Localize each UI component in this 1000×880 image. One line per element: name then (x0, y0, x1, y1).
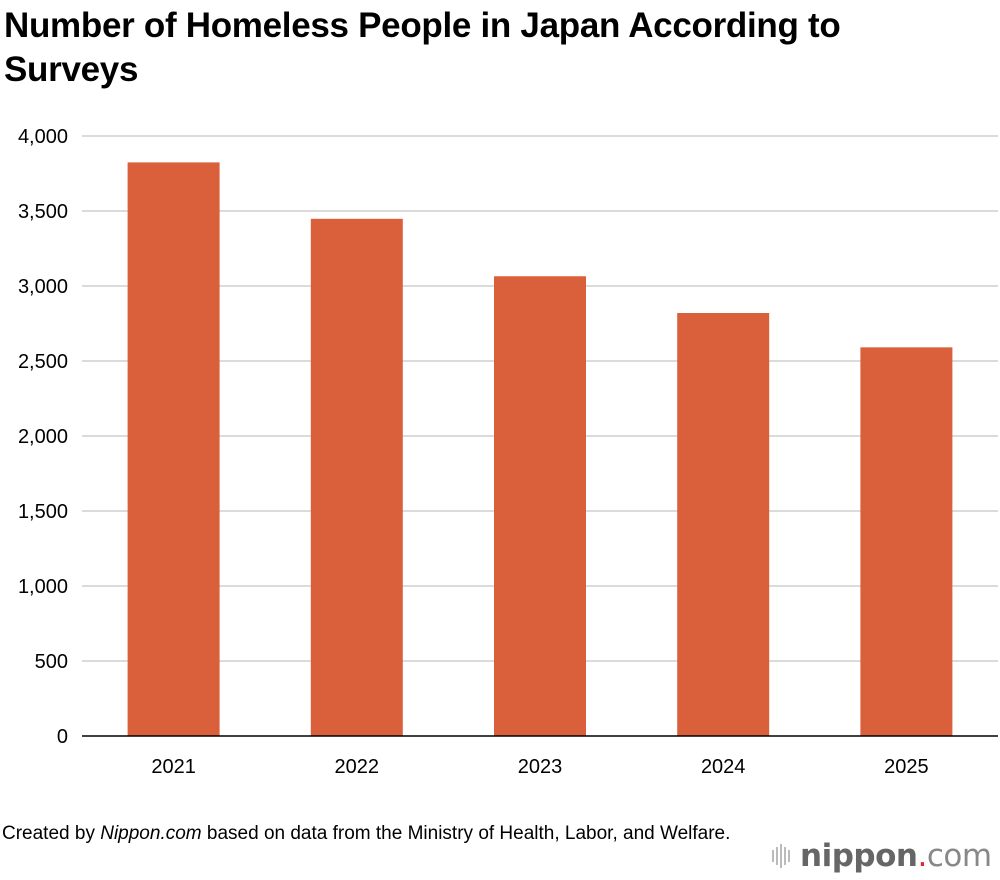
y-tick-label: 2,500 (18, 351, 68, 373)
y-tick-label: 3,000 (18, 276, 68, 298)
bar-2023 (494, 276, 586, 736)
sound-wave-icon (772, 844, 790, 868)
bar-2022 (310, 218, 403, 737)
logo-wordmark: nippon.com (800, 838, 992, 874)
y-tick-label: 2,000 (18, 426, 68, 448)
source-suffix: based on data from the Ministry of Healt… (201, 823, 731, 844)
bars (127, 162, 953, 737)
x-tick-label: 2021 (151, 756, 196, 778)
source-name: Nippon.com (100, 823, 202, 844)
x-tick-label: 2022 (335, 756, 380, 778)
x-axis-ticks: 2021 2022 2023 2024 2025 (151, 756, 928, 778)
y-tick-label: 500 (35, 651, 68, 673)
y-tick-label: 1,000 (18, 576, 68, 598)
bar-2021 (127, 162, 220, 736)
y-tick-label: 1,500 (18, 501, 68, 523)
y-axis-ticks: 0 500 1,000 1,500 2,000 2,500 3,000 3,500 4,000 (18, 126, 68, 748)
y-tick-label: 4,000 (18, 126, 68, 148)
chart-title: Number of Homeless People in Japan Accor… (4, 6, 841, 89)
x-tick-label: 2025 (884, 756, 929, 778)
y-tick-label: 0 (57, 726, 68, 748)
x-tick-label: 2023 (518, 756, 563, 778)
source-prefix: Created by (2, 823, 101, 844)
y-tick-label: 3,500 (18, 201, 68, 223)
x-tick-label: 2024 (701, 756, 746, 778)
bar-2025 (860, 347, 953, 736)
bar-2024 (677, 313, 770, 736)
source-note: Created by Nippon.com based on data from… (2, 820, 762, 847)
bar-chart: 05001,0001,5002,0002,5003,0003,5004,000 … (18, 126, 998, 778)
nippon-logo: nippon.com (772, 838, 992, 874)
